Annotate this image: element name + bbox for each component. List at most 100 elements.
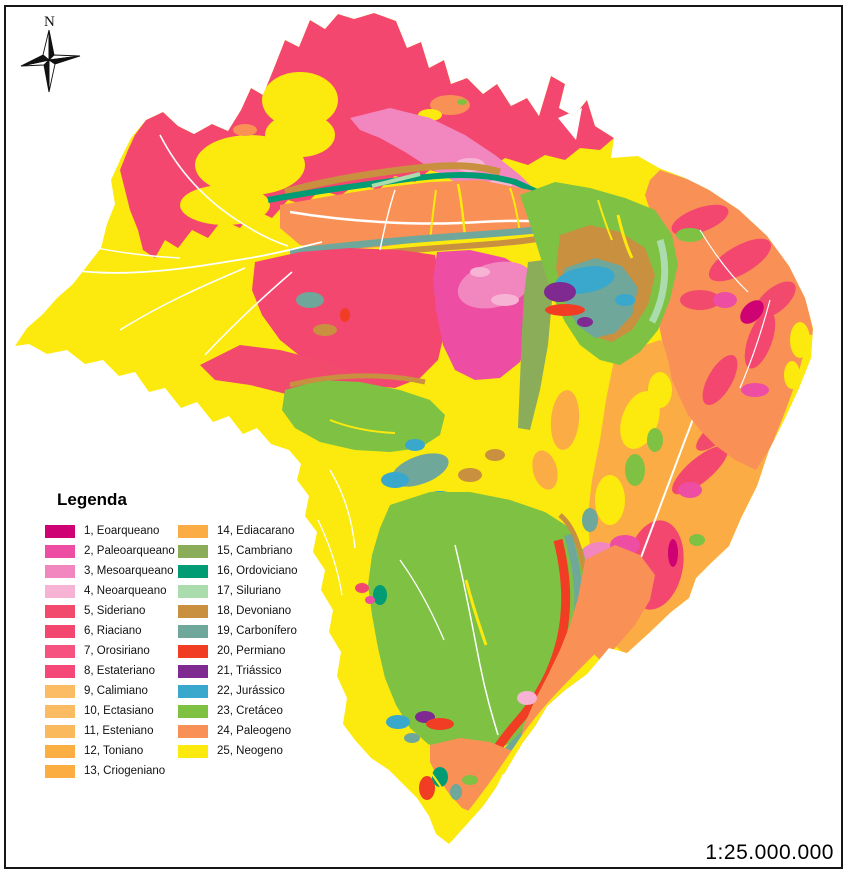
legend-swatch (45, 644, 75, 658)
legend-item: 3, Mesoarqueano (45, 561, 178, 581)
river-dendrite (329, 419, 396, 434)
region-patch (676, 228, 704, 242)
region-patch (404, 733, 420, 743)
legend-item: 23, Cretáceo (178, 701, 355, 721)
river (379, 189, 396, 251)
legend-item: 20, Permiano (178, 641, 355, 661)
region-patch (532, 450, 558, 490)
region-patch (615, 294, 635, 306)
region-patch (648, 372, 672, 408)
legend-item: 21, Triássico (178, 661, 355, 681)
river-dendrite (399, 559, 445, 641)
band-devoniano-north (284, 162, 502, 196)
region-patch (754, 281, 796, 319)
legend-item-label: 2, Paleoarqueano (84, 545, 175, 557)
legend-swatch (45, 764, 75, 778)
region-patch (678, 482, 702, 498)
legend-item-label: 4, Neoarqueano (84, 585, 167, 597)
region-patch (680, 290, 720, 310)
region-patch (340, 308, 350, 322)
region-patch (647, 428, 663, 452)
region-eoarqueano (740, 300, 764, 324)
legend-item: 16, Ordoviciano (178, 561, 355, 581)
legend-swatch (178, 544, 208, 558)
legend-item-label: 24, Paleogeno (217, 725, 292, 737)
legend-item: 6, Riaciano (45, 621, 178, 641)
region-parana-basin (368, 492, 592, 752)
legend-item-label: 3, Mesoarqueano (84, 565, 174, 577)
legend-item-label: 14, Ediacarano (217, 525, 295, 537)
legend-item: 12, Toniano (45, 741, 178, 761)
region-patch (741, 383, 769, 397)
legend-item: 15, Cambriano (178, 541, 355, 561)
legend-swatch (45, 584, 75, 598)
region-patch (373, 585, 387, 605)
legend-swatch (178, 604, 208, 618)
band-siluriano-dash (371, 172, 421, 188)
region-patch (702, 355, 738, 405)
legend-swatch (178, 684, 208, 698)
region-patch (365, 596, 375, 604)
legend-swatch (45, 664, 75, 678)
legend-swatch (178, 564, 208, 578)
legend-swatch (45, 544, 75, 558)
region-permiano-dash (545, 304, 585, 316)
legend-swatch (178, 704, 208, 718)
legend-item-label: 13, Criogeniano (84, 765, 166, 777)
legend-swatch (45, 724, 75, 738)
legend-item-label: 19, Carbonífero (217, 625, 297, 637)
river (69, 241, 323, 274)
river-dendrite (739, 299, 771, 389)
legend-item: 5, Sideriano (45, 601, 178, 621)
band-siluriano-arc (648, 238, 669, 324)
river-parana (454, 544, 499, 736)
legend-item-label: 21, Triássico (217, 665, 282, 677)
region-patch (671, 204, 729, 236)
region-patch (419, 776, 435, 800)
legend-item-label: 10, Ectasiano (84, 705, 154, 717)
region-patch (296, 292, 324, 308)
amazon-mouth (558, 108, 582, 140)
legend-item-label: 23, Cretáceo (217, 705, 283, 717)
legend-swatch (45, 604, 75, 618)
legend-item: 8, Estateriano (45, 661, 178, 681)
legend-column-1: 1, Eoarqueano 2, Paleoarqueano 3, Mesoarqu… (45, 521, 178, 781)
north-arrow: N (20, 14, 81, 93)
region-patch (450, 784, 462, 800)
legend-item: 19, Carbonífero (178, 621, 355, 641)
legend-item: 4, Neoarqueano (45, 581, 178, 601)
legend-item: 24, Paleogeno (178, 721, 355, 741)
legend-item-label: 15, Cambriano (217, 545, 293, 557)
region-patch (462, 775, 478, 785)
legend-item-label: 25, Neogeno (217, 745, 283, 757)
legend-swatch (45, 564, 75, 578)
region-patch (625, 454, 645, 486)
region-patch (485, 449, 505, 461)
legend-item-label: 17, Siluriano (217, 585, 281, 597)
legend-item: 9, Calimiano (45, 681, 178, 701)
region-patch (381, 472, 409, 488)
legend-item-label: 16, Ordoviciano (217, 565, 298, 577)
region-patch (689, 534, 705, 546)
legend-item-label: 8, Estateriano (84, 665, 155, 677)
river-dendrite (597, 199, 613, 241)
legend-item-label: 20, Permiano (217, 645, 286, 657)
legend-swatch (45, 744, 75, 758)
river-dendrite (464, 579, 488, 646)
region-patch (713, 292, 737, 308)
legend-item-label: 12, Toniano (84, 745, 144, 757)
region-patch (672, 445, 728, 495)
region-triassico (544, 282, 576, 302)
region-patch (432, 767, 448, 787)
legend-swatch (178, 664, 208, 678)
legend-item-label: 18, Devoniano (217, 605, 292, 617)
legend-item: 1, Eoarqueano (45, 521, 178, 541)
legend-swatch (45, 524, 75, 538)
region-patch (744, 311, 776, 369)
region-patch (668, 539, 678, 567)
region-araguaia-belt (518, 260, 552, 430)
river-dendrite (616, 214, 634, 259)
region-patch (517, 691, 537, 705)
region-parecis (282, 380, 445, 452)
